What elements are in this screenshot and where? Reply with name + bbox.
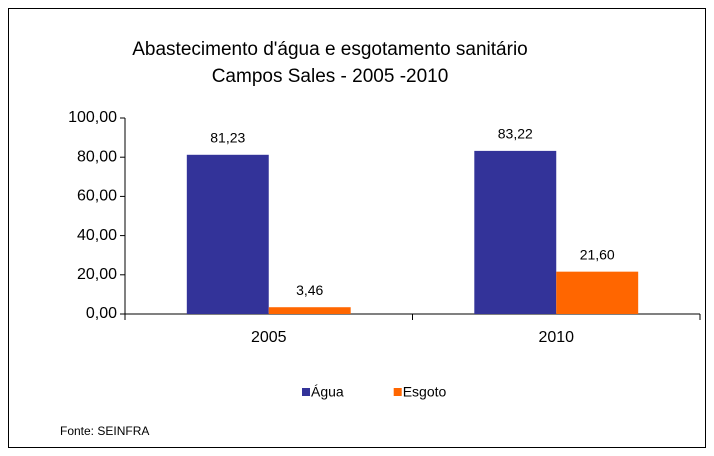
x-tick-label: 2005 bbox=[251, 329, 287, 346]
y-tick-label: 40,00 bbox=[77, 227, 117, 244]
bar bbox=[268, 307, 351, 314]
chart-title: Abastecimento d'água e esgotamento sanit… bbox=[132, 39, 528, 60]
data-label: 81,23 bbox=[210, 129, 245, 145]
data-label: 21,60 bbox=[580, 246, 615, 262]
data-label: 83,22 bbox=[498, 126, 533, 142]
x-tick-label: 2010 bbox=[538, 329, 574, 346]
y-tick-label: 0,00 bbox=[86, 305, 117, 322]
y-tick-label: 100,00 bbox=[68, 109, 117, 126]
chart-subtitle: Campos Sales - 2005 -2010 bbox=[212, 66, 449, 87]
bar bbox=[186, 154, 269, 314]
bar bbox=[474, 150, 557, 314]
legend-label: Água bbox=[311, 384, 344, 400]
data-label: 3,46 bbox=[296, 282, 323, 298]
y-tick-label: 60,00 bbox=[77, 188, 117, 205]
legend-label: Esgoto bbox=[403, 384, 447, 400]
legend-swatch bbox=[393, 388, 402, 396]
source-note: Fonte: SEINFRA bbox=[60, 424, 149, 438]
bar bbox=[556, 271, 639, 314]
y-tick-label: 80,00 bbox=[77, 148, 117, 165]
legend-swatch bbox=[302, 388, 310, 396]
y-tick-label: 20,00 bbox=[77, 266, 117, 283]
